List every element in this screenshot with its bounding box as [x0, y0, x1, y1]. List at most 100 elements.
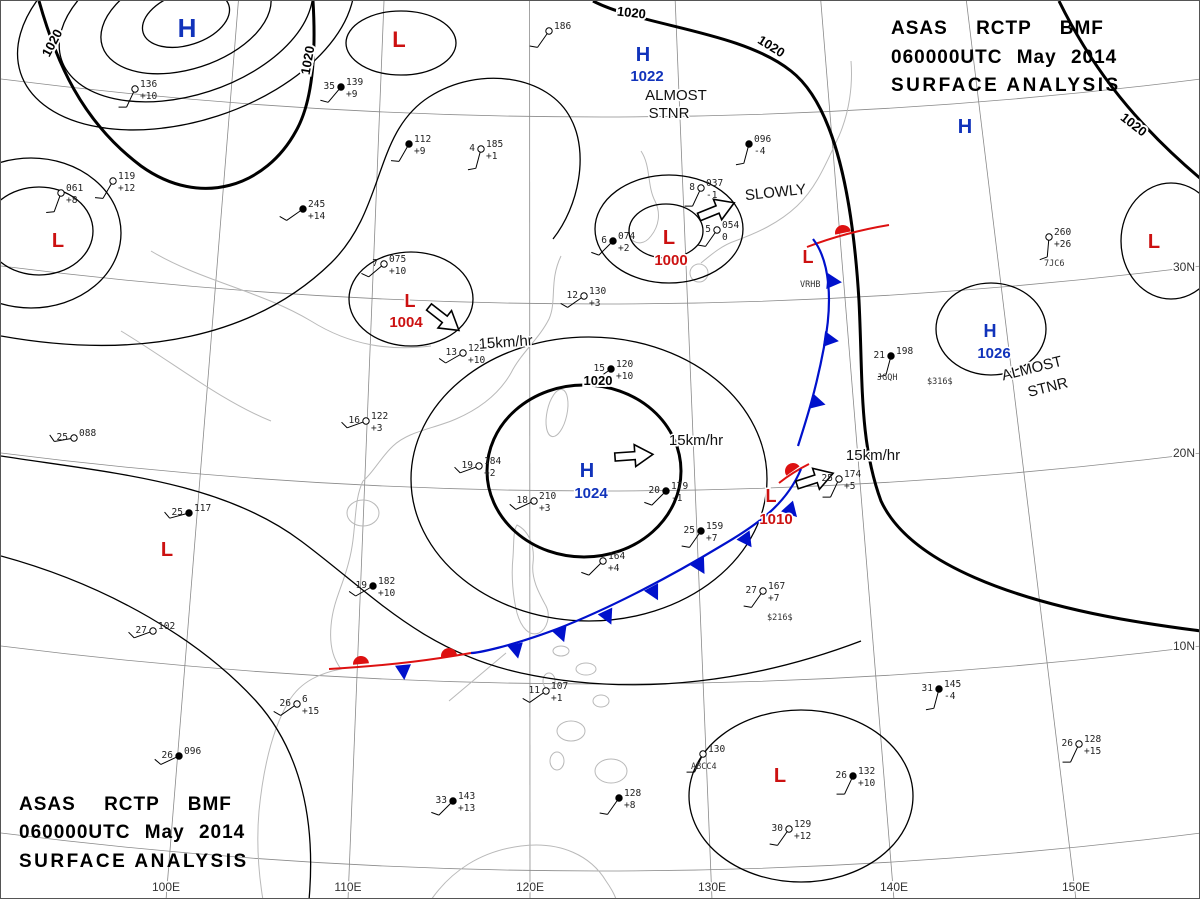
pressure-value: 1004	[389, 314, 423, 331]
station-tendency: -4	[754, 146, 766, 157]
isobar	[594, 174, 744, 284]
pressure-center-high: H	[636, 44, 650, 66]
isobar	[688, 709, 914, 883]
wind-barb	[588, 563, 601, 576]
station-circle	[697, 527, 705, 535]
station-plot: 107+1 11	[522, 681, 568, 704]
station-tendency: +12	[118, 183, 135, 194]
wind-barb	[689, 533, 700, 548]
station-circle	[109, 177, 117, 185]
isobar-1020	[1057, 1, 1199, 180]
wind-barb	[355, 587, 371, 597]
wind-barb-tick	[1039, 256, 1048, 261]
station-temp: 25	[822, 473, 833, 484]
station-temp: 25	[684, 525, 695, 536]
station-pressure: 6	[302, 694, 308, 705]
movement-annotation: ALMOST	[645, 87, 707, 104]
station-plot: 136+10	[118, 79, 157, 108]
warm-front-semicircle	[353, 656, 369, 665]
isobar	[1, 555, 312, 898]
movement-arrow	[696, 198, 736, 222]
coastline-island	[552, 645, 570, 657]
meridian-line	[820, 1, 895, 898]
isobar	[1, 186, 94, 276]
isobar	[348, 251, 474, 347]
wind-barb	[475, 152, 481, 169]
wind-barb	[327, 89, 340, 103]
pressure-center-high: H	[178, 13, 197, 43]
station-circle	[662, 487, 670, 495]
meridian-line	[165, 1, 239, 898]
station-pressure: 128	[1084, 734, 1101, 745]
cold-front-triangle	[736, 530, 752, 548]
station-temp: 11	[529, 685, 541, 696]
wind-barb	[598, 243, 611, 256]
wind-barb-tick	[681, 545, 690, 548]
station-tendency: +10	[140, 91, 157, 102]
pressure-center-low: L	[663, 227, 675, 249]
isobar-high-cell	[16, 1, 356, 131]
station-temp: 19	[462, 460, 474, 471]
wind-barb	[651, 493, 664, 506]
station-plot: 182+10 19	[348, 576, 395, 599]
wind-barb	[830, 481, 838, 498]
station-circle	[477, 145, 485, 153]
warm-front	[806, 224, 890, 248]
station-plot: 074+2 6	[591, 231, 635, 256]
wind-barb	[567, 297, 582, 308]
isobar-1020	[592, 1, 1199, 633]
wind-barb-tick	[164, 511, 171, 519]
station-tendency: +26	[1054, 239, 1071, 250]
station-tendency: +7	[706, 533, 717, 544]
parallel-line	[1, 265, 1199, 305]
wind-barb	[438, 803, 451, 816]
product-type: SURFACE ANALYSIS	[891, 75, 1121, 96]
isobar	[1, 77, 581, 347]
coastline-island	[592, 694, 610, 708]
station-plot: 117 25	[164, 503, 211, 519]
pressure-center-low: L	[1148, 231, 1160, 253]
wind-barb-tick	[735, 162, 744, 166]
wind-barb	[347, 421, 363, 429]
title-block-bottom-left: ASAS RCTP BMF 060000UTC May 2014 SURFACE…	[19, 791, 311, 877]
station-tendency: +14	[308, 211, 325, 222]
station-pressure: 198	[896, 346, 913, 357]
station-temp: 25	[57, 432, 68, 443]
station-circle	[293, 700, 301, 708]
product-time: 060000UTC May 2014	[19, 822, 246, 843]
station-circle	[1075, 740, 1083, 748]
station-temp: 16	[349, 415, 361, 426]
station-circle	[362, 417, 370, 425]
wind-barb	[368, 265, 382, 278]
station-circle	[449, 797, 457, 805]
station-plot: 164+4	[581, 551, 625, 576]
warm-front-semicircle	[441, 648, 457, 658]
wind-barb-tick	[877, 374, 886, 378]
pressure-value: 1000	[654, 252, 687, 269]
cold-front-triangle	[781, 500, 798, 518]
pressure-center-low: L	[161, 539, 173, 561]
wind-barb	[529, 692, 544, 703]
wind-barb	[54, 438, 71, 442]
station-circle	[835, 475, 843, 483]
coastline-korea	[630, 150, 659, 244]
cold-front-east	[796, 238, 831, 447]
isobar	[1, 157, 122, 309]
station-plot: 130+3 12	[560, 286, 606, 309]
isobar-label: 1020	[298, 45, 318, 76]
station-circle	[607, 365, 615, 373]
station-pressure: 117	[194, 503, 211, 514]
movement-annotation: STNR	[1026, 374, 1070, 400]
river-interior	[120, 330, 272, 422]
station-pressure: 210	[539, 491, 556, 502]
station-circle	[459, 349, 467, 357]
station-pressure: 182	[378, 576, 395, 587]
longitude-label: 130E	[698, 880, 726, 894]
cold-front-triangle	[597, 607, 613, 625]
wind-barb-tick	[348, 591, 356, 597]
wind-barb	[537, 33, 548, 48]
station-plot: 128+15 26	[1062, 734, 1101, 763]
wind-barb	[286, 210, 301, 221]
station-pressure: 130	[708, 744, 725, 755]
